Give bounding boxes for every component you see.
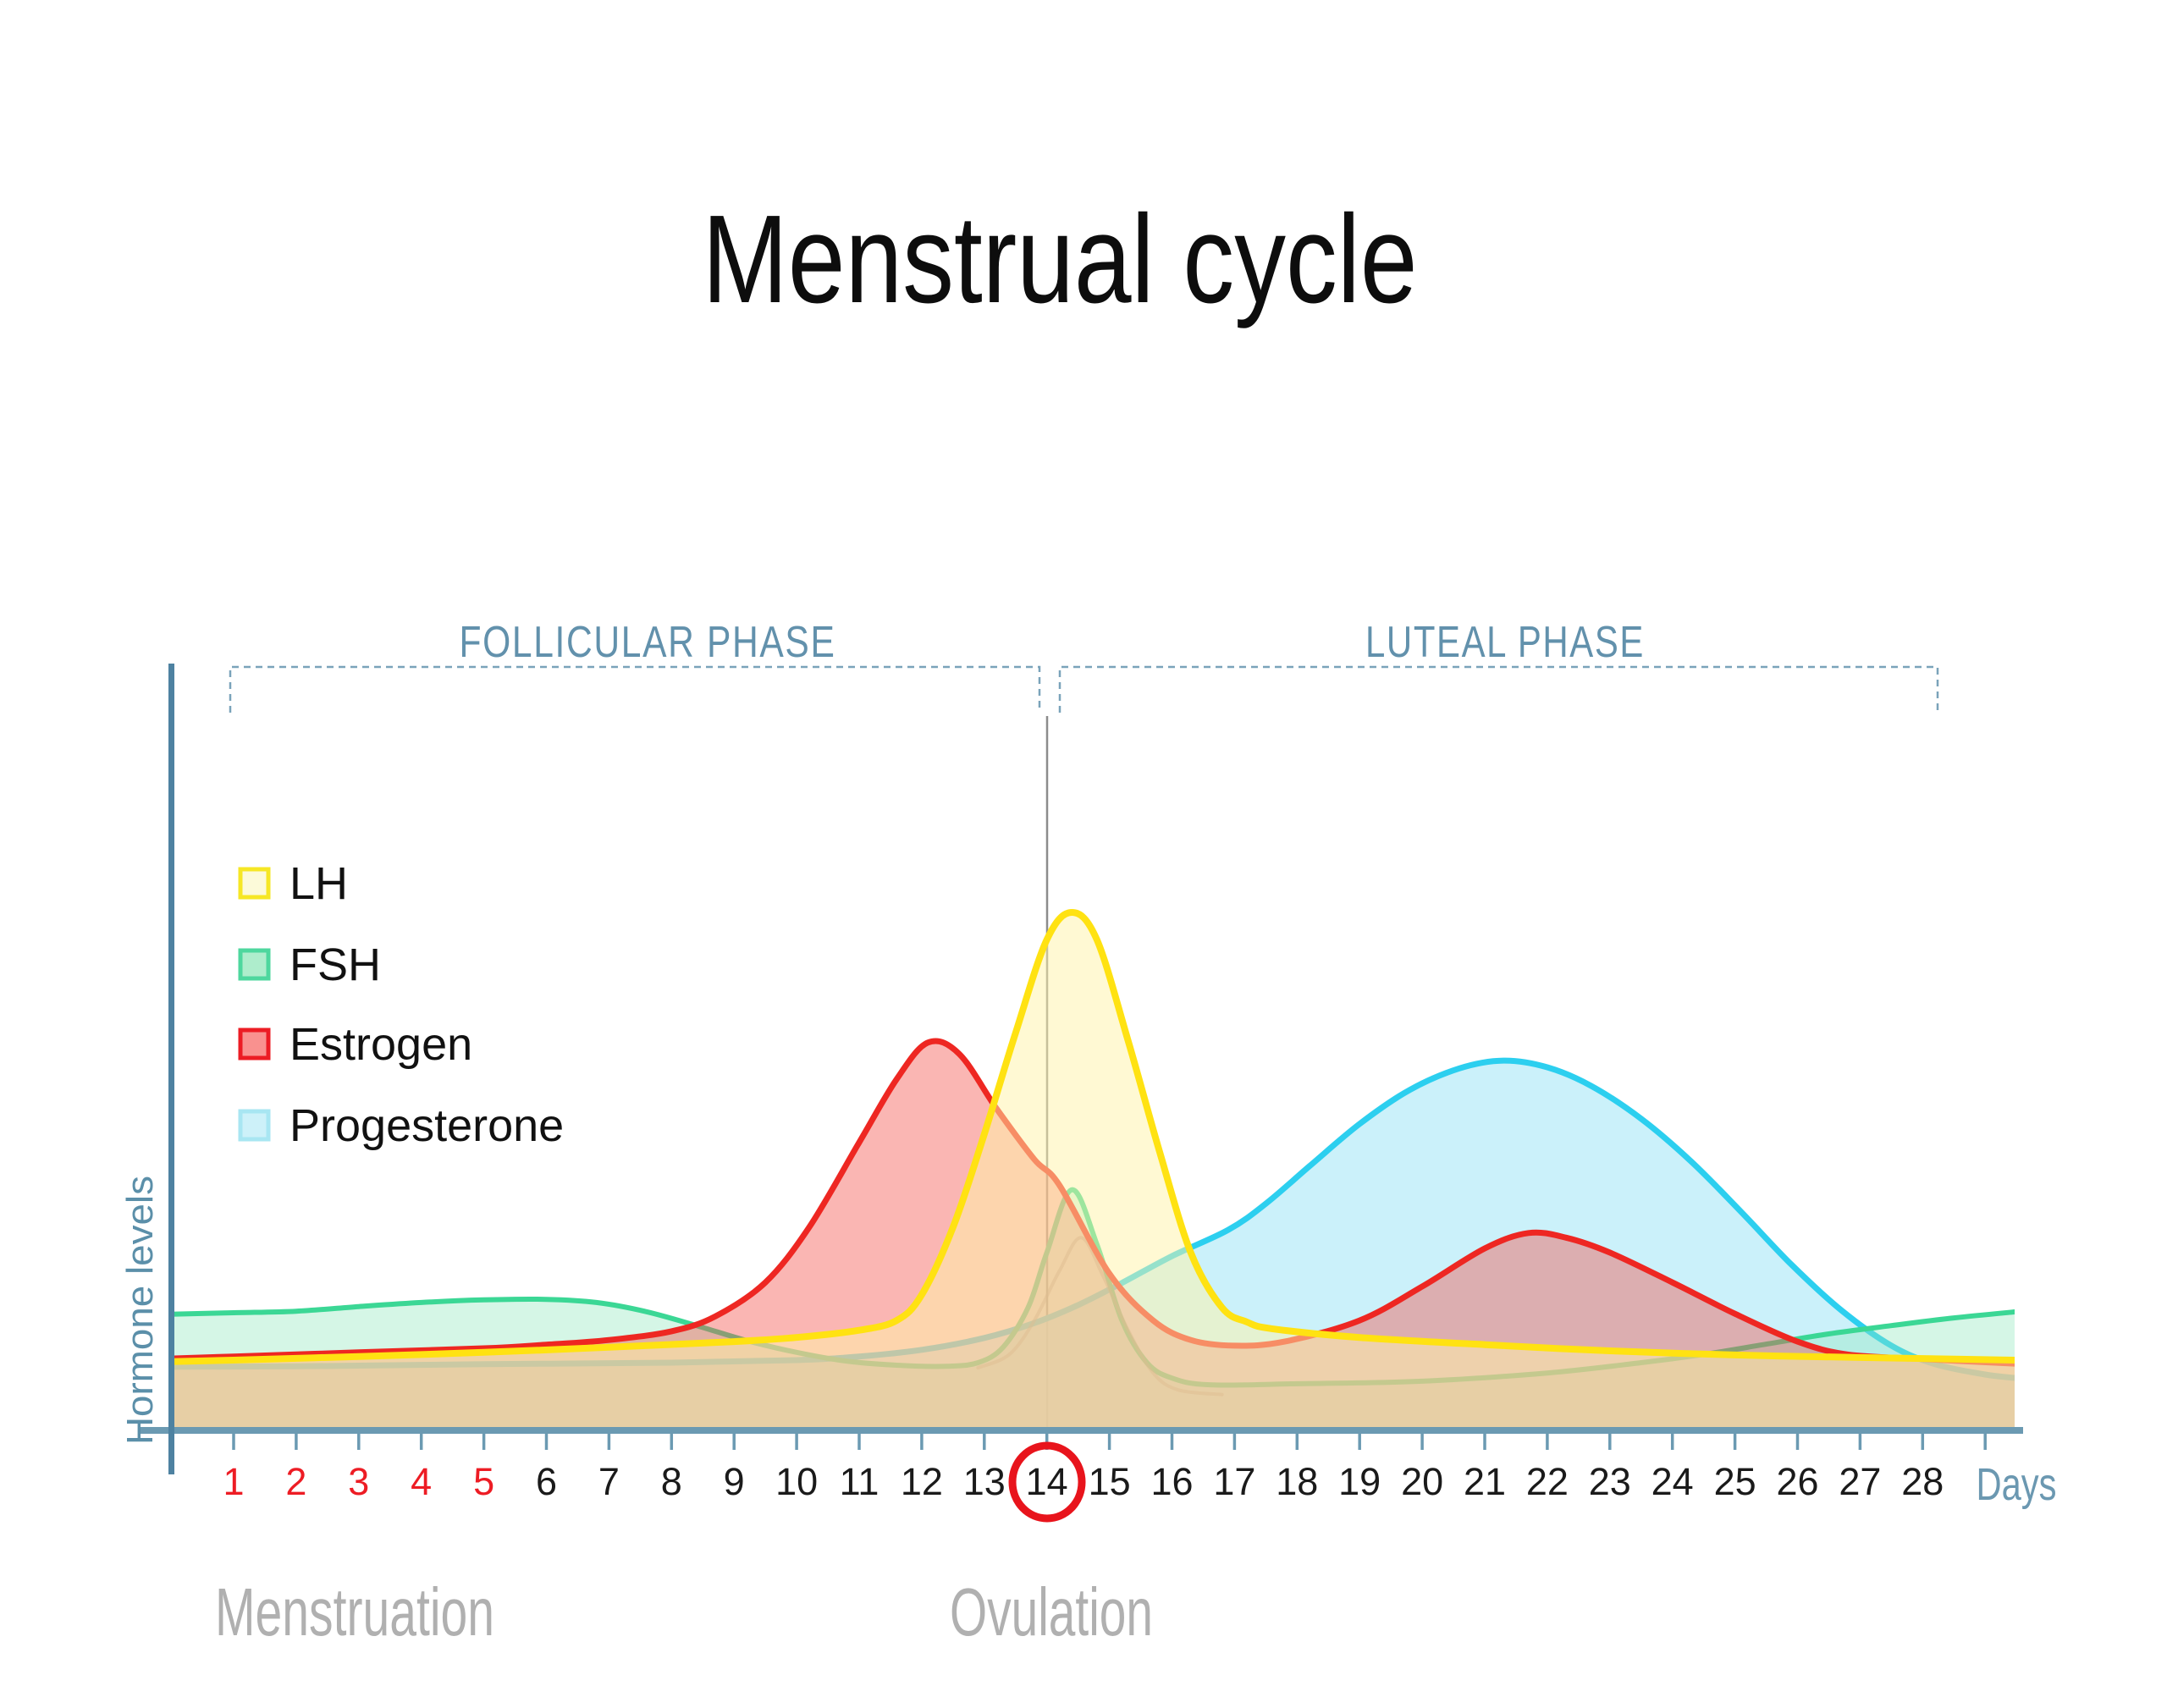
day-label-3: 3 [348,1460,369,1503]
circled-day-marker [1008,1441,1086,1523]
day-label-11: 11 [840,1460,879,1503]
follicular-phase-label: FOLLICULAR PHASE [460,618,836,667]
phase-brackets: FOLLICULAR PHASE LUTEAL PHASE [229,618,1939,713]
day-label-12: 12 [901,1460,943,1503]
day-label-25: 25 [1714,1460,1756,1503]
day-label-28: 28 [1901,1460,1944,1503]
x-axis [138,1427,2023,1434]
axis-ticks [232,1434,1987,1450]
ovulation-label: Ovulation [950,1574,1153,1650]
legend-label-progesterone: Progesterone [289,1100,564,1151]
curve-lh [171,908,2015,1365]
day-label-16: 16 [1150,1460,1193,1503]
menstruation-label: Menstruation [215,1574,494,1650]
legend-swatch-estrogen [238,1028,271,1061]
legend-label-fsh: FSH [289,939,381,990]
y-axis [168,664,174,1474]
days-axis-label: Days [1977,1459,2057,1510]
day-label-18: 18 [1276,1460,1318,1503]
day-label-4: 4 [411,1460,432,1503]
page-title: Menstrual cycle [703,190,1418,329]
luteal-phase-bracket [1058,665,1939,713]
area-progesterone [171,1061,2015,1427]
area-lh [171,912,2015,1427]
hormone-curves [171,908,2015,1427]
legend-swatch-lh [238,867,271,900]
day-label-2: 2 [285,1460,306,1503]
day-label-15: 15 [1089,1460,1131,1503]
day-label-26: 26 [1776,1460,1818,1503]
day-label-8: 8 [661,1460,682,1503]
follicular-phase-bracket [229,665,1041,713]
legend-swatch-fsh [238,948,271,981]
day-label-10: 10 [775,1460,818,1503]
legend-swatch-progesterone [238,1109,271,1142]
day-label-19: 19 [1338,1460,1381,1503]
legend: LH FSH Estrogen Progesterone [238,858,564,1151]
day-label-22: 22 [1526,1460,1569,1503]
day-labels: 1 2 3 4 5 6 7 8 9 10 11 12 13 14 15 16 17 18 19 20 21 22 23 24 2… [223,1460,1944,1503]
day-label-24: 24 [1651,1460,1694,1503]
day-label-20: 20 [1401,1460,1443,1503]
y-axis-label: Hormone levels [119,1176,161,1445]
day-label-23: 23 [1589,1460,1631,1503]
area-estrogen [171,1040,2015,1427]
day-label-14: 14 [1026,1460,1068,1503]
day-label-1: 1 [223,1460,244,1503]
legend-label-lh: LH [289,858,348,909]
day-label-6: 6 [536,1460,557,1503]
day-label-5: 5 [473,1460,494,1503]
day-label-21: 21 [1464,1460,1506,1503]
axes [138,664,2023,1474]
day-label-7: 7 [598,1460,620,1503]
day-label-27: 27 [1839,1460,1881,1503]
day-label-13: 13 [963,1460,1006,1503]
day-label-9: 9 [724,1460,745,1503]
day-label-17: 17 [1213,1460,1255,1503]
luteal-phase-label: LUTEAL PHASE [1365,618,1645,667]
legend-label-estrogen: Estrogen [289,1019,472,1070]
